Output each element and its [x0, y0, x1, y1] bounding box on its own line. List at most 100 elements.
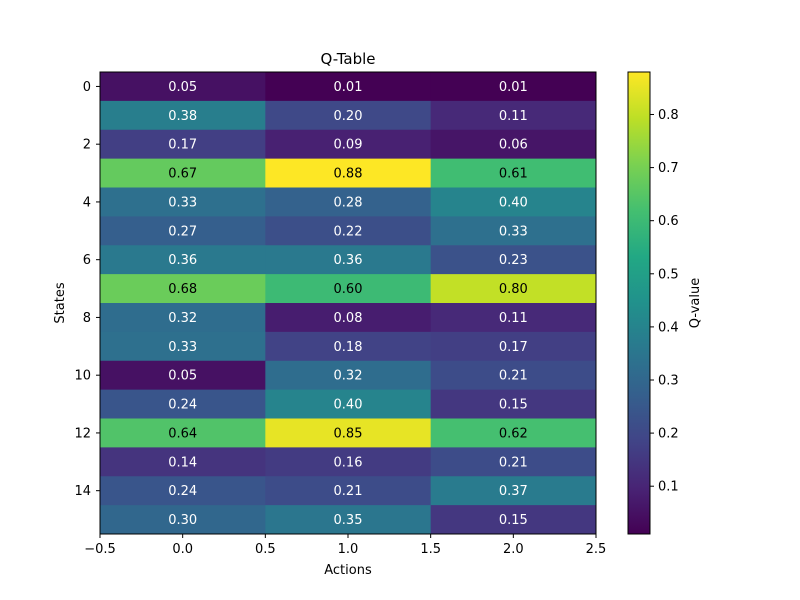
heatmap-cell	[430, 418, 597, 448]
heatmap-cell	[430, 360, 597, 391]
heatmap-cell-label: 0.64	[168, 426, 197, 441]
heatmap-cell	[100, 476, 266, 506]
heatmap-cell-label: 0.61	[499, 167, 528, 182]
heatmap-cell	[100, 100, 266, 131]
x-tick-label: 1.5	[420, 542, 441, 557]
heatmap-cell	[265, 303, 432, 333]
heatmap-cell-label: 0.21	[499, 369, 528, 384]
heatmap-cell	[100, 72, 266, 102]
heatmap-cell-label: 0.36	[334, 253, 363, 268]
heatmap-cell-label: 0.36	[168, 253, 197, 268]
heatmap-cell	[100, 216, 266, 246]
heatmap-cell	[430, 187, 597, 217]
heatmap-cell	[100, 505, 266, 535]
heatmap-cell	[100, 389, 266, 419]
heatmap-cell	[430, 158, 597, 188]
heatmap-cell-label: 0.11	[499, 109, 528, 124]
x-axis: −0.5 0.0 0.5 1.0 1.5 2.0 2.5	[84, 534, 606, 557]
heatmap-cell	[100, 245, 266, 275]
heatmap-cell-label: 0.06	[499, 138, 528, 153]
y-tick-label: 4	[83, 195, 91, 210]
heatmap-cell	[100, 303, 266, 333]
x-tick-label: 2.5	[586, 542, 607, 557]
heatmap-cell	[265, 476, 432, 506]
heatmap-cell-label: 0.14	[168, 455, 197, 470]
heatmap-cell-label: 0.60	[334, 282, 363, 297]
heatmap-cell-label: 0.15	[499, 398, 528, 413]
heatmap-cell-label: 0.38	[168, 109, 197, 124]
y-tick-label: 0	[83, 80, 91, 95]
heatmap-cell	[430, 72, 597, 102]
heatmap-cell-label: 0.05	[168, 80, 197, 95]
heatmap-cell-label: 0.15	[499, 513, 528, 528]
heatmap-cell	[265, 505, 432, 535]
colorbar-tick-label: 0.2	[658, 427, 679, 442]
heatmap-cell-label: 0.11	[499, 311, 528, 326]
colorbar	[627, 71, 651, 535]
heatmap-cell	[430, 100, 597, 131]
colorbar-tick-label: 0.7	[658, 161, 679, 176]
x-tick-label: 0.0	[172, 542, 193, 557]
x-axis-label: Actions	[324, 563, 372, 578]
heatmap-cell-label: 0.01	[499, 80, 528, 95]
heatmap-cell-label: 0.32	[334, 369, 363, 384]
heatmap-cell-label: 0.88	[334, 167, 363, 182]
y-tick-label: 14	[74, 484, 91, 499]
heatmap-cell-label: 0.22	[334, 224, 363, 239]
heatmap-cell	[265, 274, 432, 304]
heatmap-cell-label: 0.67	[168, 167, 197, 182]
heatmap-cell-label: 0.23	[499, 253, 528, 268]
colorbar-tick-label: 0.6	[658, 214, 679, 229]
heatmap-cell	[100, 418, 266, 448]
heatmap-cell	[265, 216, 432, 246]
heatmap-cell-label: 0.20	[334, 109, 363, 124]
heatmap-cell-label: 0.28	[334, 195, 363, 210]
y-tick-label: 6	[83, 253, 91, 268]
heatmap-cell-label: 0.09	[334, 138, 363, 153]
heatmap-cell	[265, 158, 432, 188]
heatmap-cell-label: 0.05	[168, 369, 197, 384]
heatmap-cell-label: 0.08	[334, 311, 363, 326]
x-tick-label: 1.0	[338, 542, 359, 557]
heatmap-cell-label: 0.33	[168, 195, 197, 210]
heatmap-cell	[100, 129, 266, 160]
colorbar-tick-label: 0.3	[658, 374, 679, 389]
heatmap-cell-label: 0.24	[168, 398, 197, 413]
colorbar-label: Q-value	[688, 278, 703, 328]
heatmap-cell-label: 0.17	[499, 340, 528, 355]
y-tick-label: 10	[74, 369, 91, 384]
heatmap-cell-label: 0.68	[168, 282, 197, 297]
heatmap-cell	[430, 129, 597, 160]
heatmap-cell-label: 0.16	[334, 455, 363, 470]
heatmap-cell	[430, 303, 597, 333]
y-tick-label: 2	[83, 138, 91, 153]
heatmap-cell	[430, 476, 597, 506]
heatmap-cell	[265, 187, 432, 217]
heatmap-cell-label: 0.27	[168, 224, 197, 239]
heatmap-cell-labels: 0.05 0.01 0.01 0.38 0.20 0.11 0.17 0.09 0.06 0.67…	[168, 80, 528, 528]
heatmap-cell-label: 0.30	[168, 513, 197, 528]
heatmap-cell-label: 0.01	[334, 80, 363, 95]
colorbar-tick-label: 0.4	[658, 320, 679, 335]
heatmap-cell	[430, 274, 597, 304]
colorbar-ticks: 0.1 0.2 0.3 0.4 0.5 0.6 0.7 0.8	[650, 108, 679, 495]
heatmap-cell	[430, 216, 597, 246]
heatmap-cell-label: 0.85	[334, 426, 363, 441]
heatmap-cell	[100, 187, 266, 217]
heatmap-cell-label: 0.33	[168, 340, 197, 355]
heatmap-cell	[100, 274, 266, 304]
heatmap-cell	[430, 447, 597, 477]
y-tick-label: 8	[83, 311, 91, 326]
heatmap-cell	[265, 100, 432, 131]
y-tick-label: 12	[74, 426, 91, 441]
heatmap-cell	[265, 129, 432, 160]
heatmap-cell	[430, 389, 597, 419]
x-tick-label: 2.0	[503, 542, 524, 557]
heatmap-cell-label: 0.80	[499, 282, 528, 297]
heatmap-cell	[265, 331, 432, 362]
heatmap-cell	[100, 447, 266, 477]
heatmap-cell-label: 0.35	[334, 513, 363, 528]
heatmap-cell	[265, 389, 432, 419]
heatmap-cell	[100, 331, 266, 362]
